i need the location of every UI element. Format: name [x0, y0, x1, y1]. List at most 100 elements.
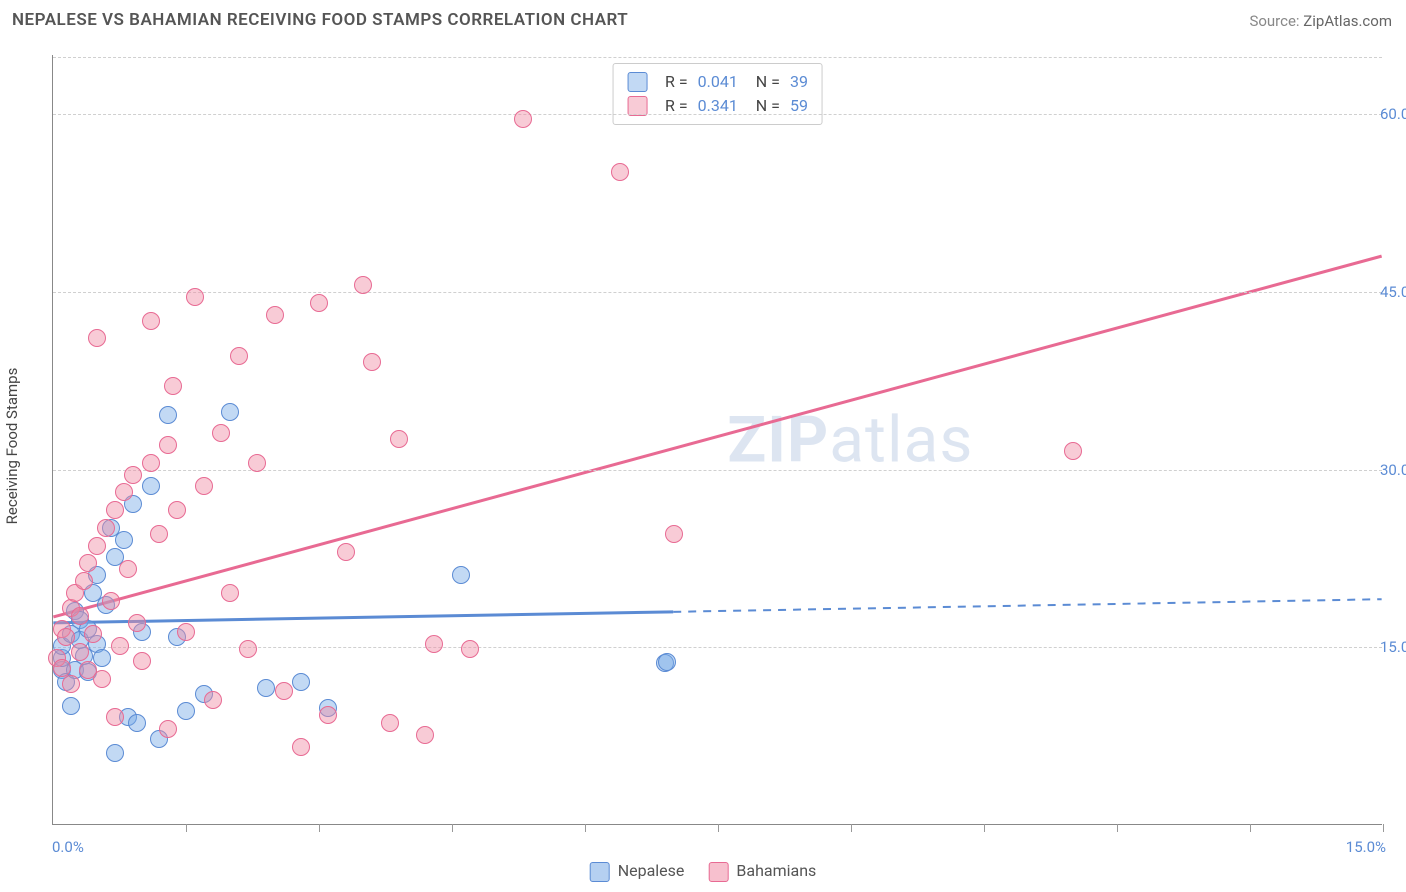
- scatter-point: [230, 347, 248, 365]
- x-tick: [452, 824, 453, 832]
- scatter-point: [611, 163, 629, 181]
- scatter-point: [133, 652, 151, 670]
- scatter-point: [212, 424, 230, 442]
- trend-lines-svg: [53, 55, 1382, 824]
- legend-item: Nepalese: [590, 861, 685, 882]
- scatter-point: [53, 659, 71, 677]
- x-tick: [186, 824, 187, 832]
- scatter-point: [71, 643, 89, 661]
- y-axis-title: Receiving Food Stamps: [3, 368, 21, 525]
- source-label: Source:: [1249, 12, 1299, 30]
- trend-line-solid: [53, 612, 673, 623]
- legend-label: Nepalese: [618, 861, 685, 880]
- source-attribution: Source: ZipAtlas.com: [1249, 12, 1392, 30]
- scatter-point: [266, 306, 284, 324]
- scatter-point: [115, 531, 133, 549]
- y-tick-label: 15.0%: [1380, 638, 1406, 656]
- legend-swatch: [590, 862, 610, 882]
- scatter-point: [75, 572, 93, 590]
- scatter-point: [115, 483, 133, 501]
- scatter-point: [71, 607, 89, 625]
- scatter-point: [88, 537, 106, 555]
- scatter-point: [142, 454, 160, 472]
- scatter-point: [363, 353, 381, 371]
- x-tick: [1383, 824, 1384, 832]
- source-name: ZipAtlas.com: [1303, 12, 1392, 30]
- stats-row: R = 0.041 N = 39: [627, 70, 808, 94]
- trend-line-solid: [53, 256, 1381, 617]
- x-tick: [851, 824, 852, 832]
- scatter-point: [381, 714, 399, 732]
- scatter-point: [390, 430, 408, 448]
- legend-swatch: [708, 862, 728, 882]
- scatter-point: [221, 403, 239, 421]
- scatter-point: [204, 691, 222, 709]
- scatter-point: [79, 554, 97, 572]
- scatter-point: [425, 635, 443, 653]
- scatter-point: [292, 738, 310, 756]
- scatter-point: [292, 673, 310, 691]
- scatter-point: [62, 697, 80, 715]
- scatter-point: [221, 584, 239, 602]
- scatter-point: [337, 543, 355, 561]
- scatter-point: [106, 501, 124, 519]
- plot-area: ZIPatlas R = 0.041 N = 39R = 0.341 N = 5…: [52, 55, 1382, 825]
- scatter-point: [1064, 442, 1082, 460]
- scatter-point: [665, 525, 683, 543]
- scatter-point: [159, 720, 177, 738]
- scatter-point: [142, 477, 160, 495]
- x-tick: [1250, 824, 1251, 832]
- stats-n-value: 39: [790, 70, 808, 94]
- legend-item: Bahamians: [708, 861, 816, 882]
- scatter-point: [177, 623, 195, 641]
- scatter-point: [168, 501, 186, 519]
- scatter-point: [124, 466, 142, 484]
- scatter-point: [97, 519, 115, 537]
- gridline-h: [53, 114, 1382, 115]
- scatter-point: [177, 702, 195, 720]
- scatter-point: [310, 294, 328, 312]
- stats-box: R = 0.041 N = 39R = 0.341 N = 59: [612, 63, 823, 125]
- y-tick-label: 45.0%: [1380, 283, 1406, 301]
- legend: Nepalese Bahamians: [590, 861, 817, 882]
- scatter-point: [658, 653, 676, 671]
- scatter-point: [150, 525, 168, 543]
- watermark-rest: atlas: [829, 402, 973, 477]
- scatter-point: [128, 714, 146, 732]
- scatter-point: [239, 640, 257, 658]
- scatter-point: [319, 706, 337, 724]
- scatter-point: [62, 675, 80, 693]
- scatter-point: [416, 726, 434, 744]
- scatter-point: [93, 670, 111, 688]
- stats-swatch: [627, 96, 647, 116]
- y-tick-label: 60.0%: [1380, 105, 1406, 123]
- legend-label: Bahamians: [736, 861, 816, 880]
- scatter-point: [84, 625, 102, 643]
- x-tick: [984, 824, 985, 832]
- scatter-point: [275, 682, 293, 700]
- scatter-point: [88, 329, 106, 347]
- scatter-point: [128, 614, 146, 632]
- scatter-point: [257, 679, 275, 697]
- gridline-h: [53, 292, 1382, 293]
- scatter-point: [57, 628, 75, 646]
- x-axis-label-left: 0.0%: [52, 838, 84, 856]
- scatter-point: [248, 454, 266, 472]
- x-axis-label-right: 15.0%: [1346, 838, 1386, 856]
- stats-r-label: R =: [665, 70, 688, 94]
- scatter-point: [106, 744, 124, 762]
- scatter-point: [159, 406, 177, 424]
- scatter-point: [119, 560, 137, 578]
- watermark: ZIPatlas: [727, 402, 973, 477]
- x-tick: [319, 824, 320, 832]
- scatter-point: [106, 708, 124, 726]
- stats-swatch: [627, 72, 647, 92]
- watermark-bold: ZIP: [727, 402, 829, 477]
- scatter-point: [142, 312, 160, 330]
- x-tick: [718, 824, 719, 832]
- x-tick: [585, 824, 586, 832]
- x-tick: [1117, 824, 1118, 832]
- gridline-h: [53, 57, 1382, 58]
- y-tick-label: 30.0%: [1380, 461, 1406, 479]
- scatter-point: [186, 288, 204, 306]
